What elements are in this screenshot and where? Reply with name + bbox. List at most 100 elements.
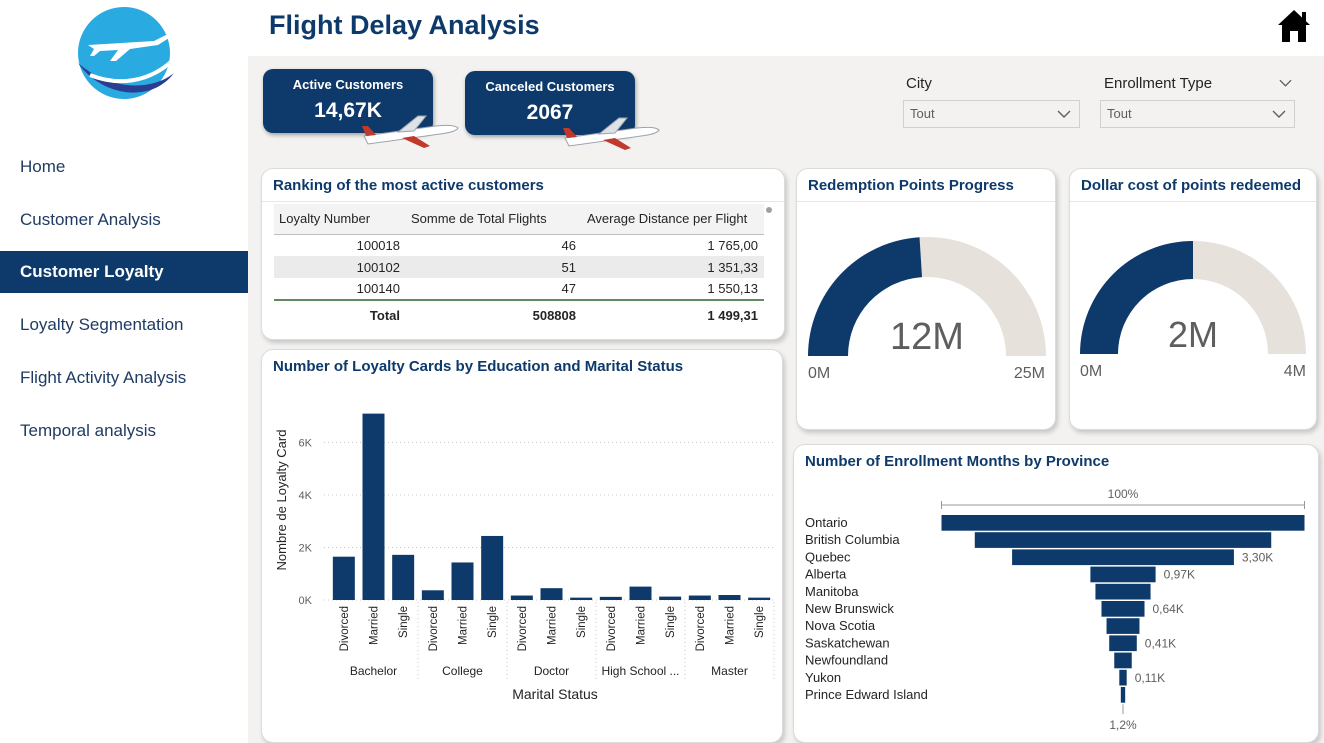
bar[interactable] [510, 595, 533, 600]
table-cell: 1 351,33 [582, 256, 764, 278]
redemption-gauge[interactable]: 12M 0M 25M [797, 203, 1055, 429]
y-tick-label: 2K [299, 543, 313, 555]
bar[interactable] [481, 535, 504, 600]
funnel-bar[interactable] [1012, 549, 1234, 566]
bar[interactable] [599, 596, 622, 600]
header: Flight Delay Analysis [248, 0, 1324, 56]
x-group-label: Master [711, 664, 748, 678]
table-cell: 100102 [274, 256, 406, 278]
city-dropdown[interactable]: Tout [903, 100, 1080, 128]
funnel-category-label: Nova Scotia [805, 618, 876, 633]
ranking-title: Ranking of the most active customers [273, 177, 544, 194]
nav-temporal-analysis[interactable]: Temporal analysis [20, 421, 157, 440]
bar[interactable] [362, 413, 385, 600]
table-cell: 46 [561, 237, 576, 253]
ranking-table: Loyalty Number Somme de Total Flights Av… [274, 204, 764, 330]
table-row[interactable]: 100018 46 1 765,00 [274, 234, 764, 256]
column-header[interactable]: Loyalty Number [274, 204, 406, 235]
funnel-category-label: British Columbia [805, 532, 900, 547]
x-tick-label: Single [487, 606, 499, 638]
gauge-min-label: 0M [808, 365, 830, 382]
loyalty-cards-bar-chart[interactable]: 0K 2K 4K 6K Nombre de Loyalty Card Divorced Ma… [262, 380, 782, 742]
ranking-card: Ranking of the most active customers Loy… [261, 168, 785, 340]
gauge-value-label: 12M [890, 316, 964, 358]
column-header[interactable]: Somme de Total Flights [406, 204, 582, 235]
bar[interactable] [629, 586, 652, 600]
bar[interactable] [659, 596, 682, 600]
gauge-max-label: 4M [1284, 363, 1306, 380]
nav-customer-analysis[interactable]: Customer Analysis [20, 210, 161, 229]
bar[interactable] [570, 597, 593, 600]
scrollbar-thumb[interactable] [766, 207, 772, 213]
funnel-bar[interactable] [1101, 601, 1145, 617]
funnel-category-label: Alberta [805, 567, 847, 582]
funnel-bar[interactable] [974, 532, 1272, 548]
bar[interactable] [540, 588, 563, 600]
y-tick-label: 0K [299, 595, 313, 607]
x-group-label: Bachelor [350, 664, 397, 678]
bar[interactable] [688, 595, 711, 600]
divider [1070, 201, 1316, 202]
funnel-data-label: 0,41K [1145, 636, 1176, 650]
redemption-gauge-title: Redemption Points Progress [808, 177, 1014, 194]
funnel-bar[interactable] [1090, 566, 1156, 583]
chevron-down-icon[interactable] [1279, 79, 1292, 87]
x-tick-label: Divorced [428, 606, 440, 651]
table-row[interactable]: 100140 47 1 550,13 [274, 278, 764, 300]
funnel-bar[interactable] [941, 515, 1305, 531]
enrollment-funnel-card: Number of Enrollment Months by Province … [793, 444, 1319, 743]
bar[interactable] [451, 562, 474, 600]
funnel-bar[interactable] [1120, 687, 1126, 703]
nav-customer-loyalty[interactable]: Customer Loyalty [0, 251, 248, 293]
x-tick-label: Single [665, 606, 677, 638]
x-tick-label: Married [369, 606, 381, 645]
dollar-gauge-card: Dollar cost of points redeemed 2M 0M 4M [1069, 168, 1317, 430]
gauge-value-arc [1080, 241, 1193, 354]
nav-loyalty-segmentation[interactable]: Loyalty Segmentation [20, 315, 184, 334]
gauge-value-arc [808, 237, 923, 356]
column-header[interactable]: Average Distance per Flight [582, 204, 764, 235]
city-dropdown-value: Tout [910, 106, 935, 121]
chevron-down-icon [1057, 110, 1071, 118]
bar[interactable] [392, 554, 415, 600]
sidebar: Home Customer Analysis Customer Loyalty … [0, 0, 248, 743]
funnel-bar[interactable] [1109, 635, 1137, 652]
bar[interactable] [332, 556, 355, 600]
nav-flight-activity-analysis[interactable]: Flight Activity Analysis [20, 368, 187, 387]
page-title: Flight Delay Analysis [269, 10, 540, 40]
table-header-row: Loyalty Number Somme de Total Flights Av… [274, 204, 764, 235]
bar[interactable] [718, 595, 741, 600]
funnel-category-label: Saskatchewan [805, 635, 890, 650]
funnel-top-label: 100% [1108, 487, 1139, 501]
y-axis-title: Nombre de Loyalty Card [274, 430, 289, 571]
enrollment-dropdown[interactable]: Tout [1100, 100, 1295, 128]
enrollment-funnel-chart[interactable]: 100% Ontario British Columbia Quebec 3,30K Al… [794, 475, 1318, 743]
nav-home[interactable]: Home [20, 157, 66, 176]
table-cell: 100018 [356, 237, 400, 253]
kpi-canceled-value: 2067 [526, 101, 574, 124]
funnel-title: Number of Enrollment Months by Province [805, 453, 1110, 470]
funnel-category-label: Newfoundland [805, 653, 888, 668]
kpi-active-value: 14,67K [314, 99, 382, 122]
funnel-category-label: Yukon [805, 670, 841, 685]
gauge-remaining-arc [1193, 241, 1306, 354]
table-row[interactable]: 100102 51 1 351,33 [274, 256, 764, 278]
kpi-active-label: Active Customers [292, 77, 404, 92]
funnel-data-label: 0,64K [1153, 602, 1184, 616]
dollar-gauge[interactable]: 2M 0M 4M [1070, 203, 1316, 429]
funnel-bar[interactable] [1114, 652, 1132, 669]
funnel-bar[interactable] [1119, 669, 1127, 686]
funnel-bar[interactable] [1106, 618, 1140, 634]
divider [797, 201, 1055, 202]
table-cell: 1 550,13 [707, 281, 758, 296]
x-tick-label: Divorced [606, 606, 618, 651]
bar[interactable] [421, 590, 444, 600]
home-icon[interactable] [1276, 7, 1312, 45]
funnel-bar[interactable] [1095, 583, 1151, 600]
funnel-category-label: Prince Edward Island [805, 687, 928, 702]
chevron-down-icon [1272, 110, 1286, 118]
city-filter-label: City [906, 75, 932, 92]
bar-chart-title: Number of Loyalty Cards by Education and… [273, 358, 684, 375]
x-tick-label: Single [754, 606, 766, 638]
bar[interactable] [748, 597, 771, 600]
